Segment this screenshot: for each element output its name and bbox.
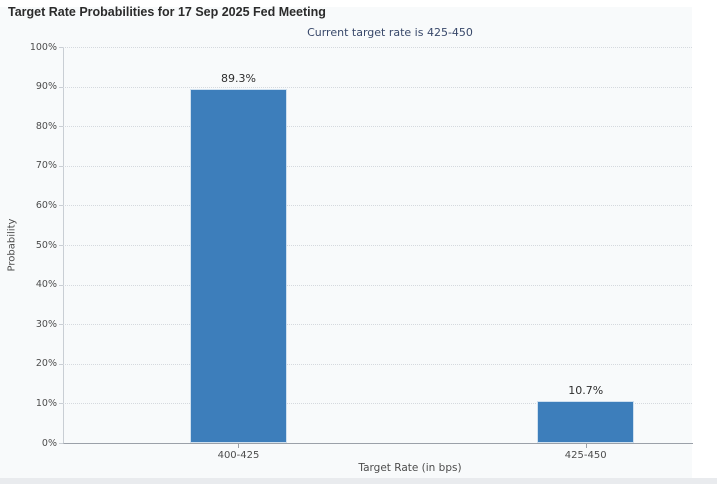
y-tick-label: 30% (35, 318, 57, 330)
y-tick-mark (59, 165, 63, 167)
y-tick-label: 40% (35, 279, 57, 291)
y-tick-label: 60% (35, 199, 57, 211)
bar-value-label: 89.3% (221, 72, 256, 86)
x-tick-mark (238, 444, 240, 448)
y-tick-label: 100% (29, 41, 57, 53)
gridline (63, 86, 692, 88)
gridline (63, 363, 692, 365)
y-tick-mark (59, 47, 63, 48)
bar[interactable] (189, 89, 287, 443)
bar-value-label: 10.7% (568, 383, 604, 397)
y-tick-label: 20% (35, 358, 57, 370)
y-tick-mark (59, 363, 63, 365)
gridline (63, 324, 692, 326)
gridline (63, 403, 692, 405)
y-tick-mark (59, 86, 63, 88)
y-tick-mark (59, 324, 63, 326)
gridline (63, 47, 692, 48)
y-tick-mark (59, 205, 63, 207)
bar[interactable] (537, 400, 635, 443)
y-tick-label: 0% (41, 437, 57, 449)
gridline (63, 205, 692, 207)
y-tick-label: 50% (35, 239, 57, 251)
y-tick-label: 70% (35, 160, 57, 172)
x-category-label: 400-425 (217, 450, 260, 461)
chart-title: Target Rate Probabilities for 17 Sep 202… (8, 5, 326, 19)
x-tick-mark (585, 444, 587, 448)
footer-strip (0, 478, 717, 484)
y-tick-mark (59, 443, 63, 444)
y-tick-label: 80% (35, 120, 57, 132)
y-tick-mark (59, 126, 63, 128)
y-tick-mark (59, 284, 63, 286)
x-axis-title: Target Rate (in bps) (358, 462, 462, 474)
x-category-label: 425-450 (564, 450, 607, 461)
y-tick-mark (59, 403, 63, 405)
y-tick-label: 10% (35, 397, 57, 409)
gridline (63, 284, 692, 286)
gridline (63, 126, 692, 128)
y-tick-mark (59, 245, 63, 246)
chart-card (0, 7, 692, 478)
gridline (63, 245, 692, 246)
chart-subtitle: Current target rate is 425-450 (307, 26, 473, 39)
y-tick-label: 90% (35, 81, 57, 93)
gridline (63, 165, 692, 167)
